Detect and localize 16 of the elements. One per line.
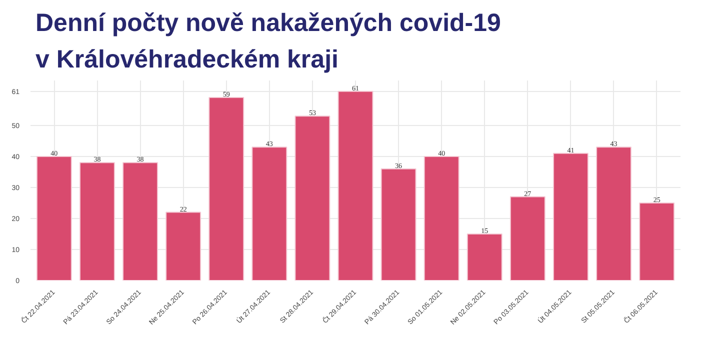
bar	[252, 146, 288, 280]
bar	[122, 162, 158, 280]
bar	[80, 162, 115, 280]
bar	[639, 202, 675, 280]
bar	[424, 156, 460, 280]
bar	[294, 116, 330, 280]
bar	[36, 156, 72, 280]
bar	[553, 152, 588, 280]
bar	[380, 168, 416, 280]
bar	[596, 146, 632, 280]
bar	[510, 196, 546, 280]
bar	[208, 97, 244, 280]
bar	[166, 212, 202, 280]
bar	[338, 90, 374, 280]
chart-title: Denní počty nově nakažených covid-19 v Královéhradeckém kraji	[36, 9, 501, 74]
bar	[466, 233, 502, 280]
